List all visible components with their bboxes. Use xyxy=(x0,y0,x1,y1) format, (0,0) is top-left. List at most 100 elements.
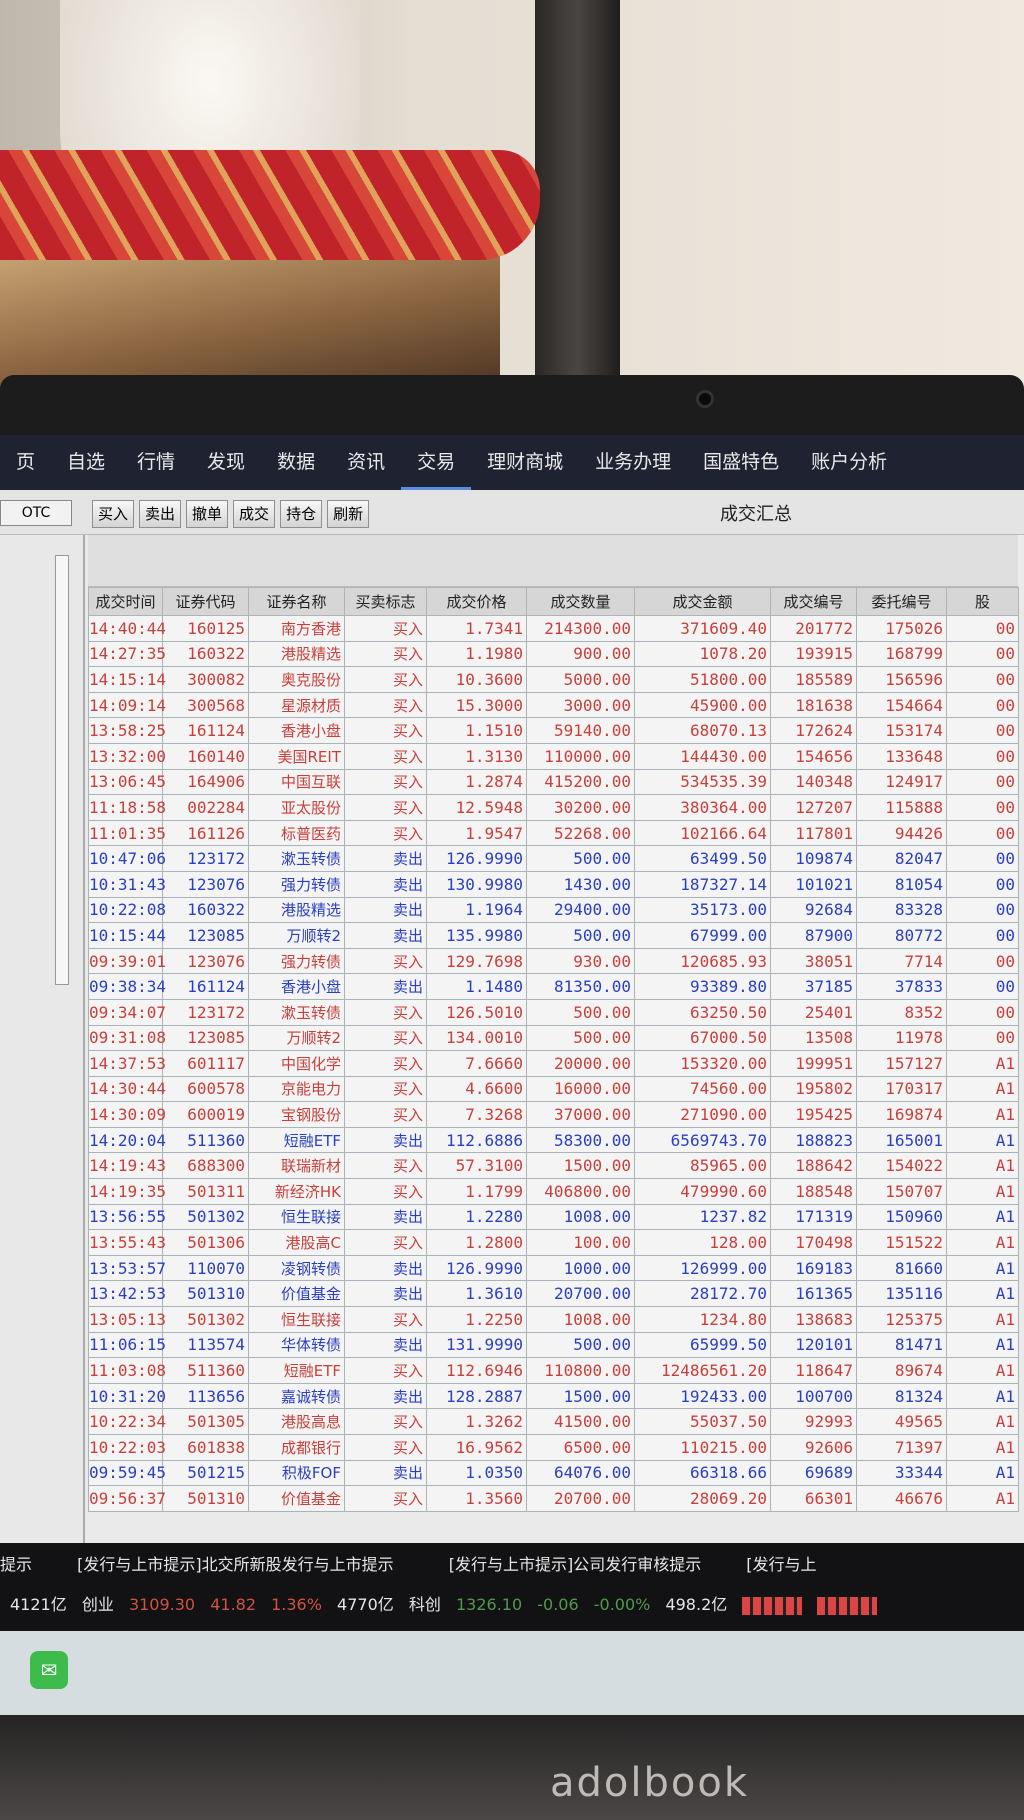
table-cell: 买入 xyxy=(344,819,427,847)
table-cell: 00 xyxy=(946,896,1019,924)
table-cell: 154022 xyxy=(856,1152,947,1180)
wechat-icon[interactable]: ✉ xyxy=(30,1651,68,1689)
news-item[interactable]: [发行与上市提示]公司发行审核提示 xyxy=(448,1555,702,1574)
column-header[interactable]: 成交价格 xyxy=(426,587,527,616)
table-row[interactable]: 14:15:14 300082 奥克股份 买入 10.3600 5000.00 51800.… xyxy=(88,666,1019,693)
table-row[interactable]: 11:01:35 161126 标普医药 买入 1.9547 52268.00 102166… xyxy=(88,819,1019,847)
table-cell: 109874 xyxy=(770,845,857,872)
table-cell: A1 xyxy=(946,1408,1019,1435)
table-row[interactable]: 10:31:20 113656 嘉诚转债 卖出 128.2887 1500.00 19243… xyxy=(88,1382,1019,1410)
column-header[interactable]: 成交金额 xyxy=(634,587,771,616)
column-header[interactable]: 股 xyxy=(946,587,1019,616)
otc-button[interactable]: OTC xyxy=(0,500,72,526)
toolbar-button[interactable]: 卖出 xyxy=(139,500,182,528)
toolbar-button[interactable]: 刷新 xyxy=(327,500,370,528)
table-row[interactable]: 09:38:34 161124 香港小盘 卖出 1.1480 81350.00 93389.… xyxy=(88,973,1019,1000)
nav-item[interactable]: 页 xyxy=(16,451,36,473)
news-item[interactable]: [发行与上 xyxy=(746,1555,817,1574)
column-header[interactable]: 成交时间 xyxy=(88,587,163,616)
table-row[interactable]: 10:22:34 501305 港股高息 买入 1.3262 41500.00 55037.… xyxy=(88,1408,1019,1435)
column-header[interactable]: 委托编号 xyxy=(856,587,947,616)
table-cell: 京能电力 xyxy=(248,1075,345,1103)
table-row[interactable]: 10:22:08 160322 港股精选 卖出 1.1964 29400.00 35173.… xyxy=(88,896,1019,924)
table-cell: 38051 xyxy=(770,947,857,975)
table-row[interactable]: 10:47:06 123172 漱玉转债 卖出 126.9990 500.00 63499.… xyxy=(88,845,1019,872)
nav-item[interactable]: 账户分析 xyxy=(811,451,888,473)
table-row[interactable]: 10:22:03 601838 成都银行 买入 16.9562 6500.00 110215… xyxy=(88,1434,1019,1461)
table-row[interactable]: 14:20:04 511360 短融ETF 卖出 112.6886 58300.00 656… xyxy=(88,1126,1019,1154)
column-header[interactable]: 成交编号 xyxy=(770,587,857,616)
table-row[interactable]: 10:31:43 123076 强力转债 卖出 130.9980 1430.00 18732… xyxy=(88,870,1019,898)
news-item[interactable]: 提示 xyxy=(0,1555,33,1574)
table-cell: 164906 xyxy=(162,768,249,796)
table-row[interactable]: 11:03:08 511360 短融ETF 买入 112.6946 110800.00 12… xyxy=(88,1357,1019,1384)
table-cell: 10:22:08 xyxy=(88,896,166,924)
table-cell: 16.9562 xyxy=(426,1434,527,1461)
table-row[interactable]: 14:27:35 160322 港股精选 买入 1.1980 900.00 1078.20 1… xyxy=(88,640,1019,668)
nav-item[interactable]: 业务办理 xyxy=(595,451,672,473)
table-row[interactable]: 10:15:44 123085 万顺转2 卖出 135.9980 500.00 67999.… xyxy=(88,922,1019,949)
screen: 页自选 行情 发现 数据 资讯 交易 理财商城 业务办理 国盛特色 账户分析 OTC 买入 卖出 撤单… xyxy=(0,435,1024,1715)
table-row[interactable]: 13:05:13 501302 恒生联接 买入 1.2250 1008.00 1234.80… xyxy=(88,1306,1019,1333)
table-cell: 香港小盘 xyxy=(248,973,345,1000)
nav-item[interactable]: 发现 xyxy=(207,451,246,473)
table-row[interactable]: 13:32:00 160140 美国REIT 买入 1.3130 110000.00 144… xyxy=(88,742,1019,770)
table-row[interactable]: 09:34:07 123172 漱玉转债 买入 126.5010 500.00 63250.… xyxy=(88,998,1019,1026)
news-item[interactable]: [发行与上市提示]北交所新股发行与上市提示 xyxy=(77,1555,394,1574)
table-row[interactable]: 13:56:55 501302 恒生联接 卖出 1.2280 1008.00 1237.82… xyxy=(88,1203,1019,1231)
column-header[interactable]: 买卖标志 xyxy=(344,587,427,616)
table-row[interactable]: 09:31:08 123085 万顺转2 买入 134.0010 500.00 67000.… xyxy=(88,1024,1019,1052)
table-cell: 13:06:45 xyxy=(88,768,166,796)
table-cell: 1.7341 xyxy=(426,615,527,642)
table-cell: 卖出 xyxy=(344,870,427,898)
table-row[interactable]: 13:06:45 164906 中国互联 买入 1.2874 415200.00 53453… xyxy=(88,768,1019,796)
table-row[interactable]: 09:59:45 501215 积极FOF 卖出 1.0350 64076.00 66318… xyxy=(88,1459,1019,1487)
table-cell: 80772 xyxy=(856,922,947,949)
table-row[interactable]: 13:53:57 110070 凌钢转债 卖出 126.9990 1000.00 12699… xyxy=(88,1254,1019,1282)
table-row[interactable]: 14:30:44 600578 京能电力 买入 4.6600 16000.00 74560.… xyxy=(88,1075,1019,1103)
table-cell: 157127 xyxy=(856,1050,947,1077)
column-header[interactable]: 成交数量 xyxy=(526,587,635,616)
table-cell: 300082 xyxy=(162,666,249,693)
table-cell: 144430.00 xyxy=(634,742,771,770)
table-cell: 标普医药 xyxy=(248,819,345,847)
nav-item[interactable]: 自选 xyxy=(67,451,106,473)
table-row[interactable]: 13:42:53 501310 价值基金 卖出 1.3610 20700.00 28172.… xyxy=(88,1280,1019,1308)
table-row[interactable]: 13:58:25 161124 香港小盘 买入 1.1510 59140.00 68070.… xyxy=(88,717,1019,744)
table-cell: 1.2800 xyxy=(426,1229,527,1256)
table-cell: 联瑞新材 xyxy=(248,1152,345,1180)
nav-item[interactable]: 资讯 xyxy=(347,451,386,473)
table-row[interactable]: 14:30:09 600019 宝钢股份 买入 7.3268 37000.00 271090… xyxy=(88,1101,1019,1128)
taskbar: ✉ xyxy=(0,1631,1024,1715)
toolbar-button[interactable]: 买入 xyxy=(92,500,135,528)
table-cell: 11:03:08 xyxy=(88,1357,166,1384)
table-row[interactable]: 09:56:37 501310 价值基金 买入 1.3560 20700.00 28069.… xyxy=(88,1485,1019,1512)
table-cell: 买入 xyxy=(344,1075,427,1103)
table-row[interactable]: 14:19:35 501311 新经济HK 买入 1.1799 406800.00 4799… xyxy=(88,1178,1019,1205)
table-cell: 130.9980 xyxy=(426,870,527,898)
nav-item[interactable]: 交易 xyxy=(401,435,472,490)
table-row[interactable]: 14:09:14 300568 星源材质 买入 15.3000 3000.00 45900.… xyxy=(88,691,1019,719)
table-row[interactable]: 11:18:58 002284 亚太股份 买入 12.5948 30200.00 38036… xyxy=(88,794,1019,821)
table-row[interactable]: 14:37:53 601117 中国化学 买入 7.6660 20000.00 153320… xyxy=(88,1050,1019,1077)
column-header[interactable]: 证券名称 xyxy=(248,587,345,616)
column-header[interactable]: 证券代码 xyxy=(162,587,249,616)
table-cell: 14:20:04 xyxy=(88,1126,166,1154)
table-row[interactable]: 13:55:43 501306 港股高C 买入 1.2800 100.00 128.00 17… xyxy=(88,1229,1019,1256)
table-row[interactable]: 14:19:43 688300 联瑞新材 买入 57.3100 1500.00 85965.… xyxy=(88,1152,1019,1180)
toolbar-button[interactable]: 持仓 xyxy=(280,500,323,528)
toolbar-button[interactable]: 撤单 xyxy=(186,500,229,528)
table-row[interactable]: 09:39:01 123076 强力转债 买入 129.7698 930.00 120685… xyxy=(88,947,1019,975)
table-cell: 126.9990 xyxy=(426,845,527,872)
nav-item[interactable]: 理财商城 xyxy=(487,451,564,473)
nav-item[interactable]: 国盛特色 xyxy=(703,451,780,473)
nav-item[interactable]: 行情 xyxy=(137,451,176,473)
table-cell: 126.5010 xyxy=(426,998,527,1026)
toolbar-button[interactable]: 成交 xyxy=(233,500,276,528)
toolbar: OTC 买入 卖出 撤单 成交 持仓 刷新 成交汇总 xyxy=(0,490,1024,535)
table-row[interactable]: 11:06:15 113574 华体转债 卖出 131.9990 500.00 65999.… xyxy=(88,1331,1019,1359)
table-row[interactable]: 14:40:44 160125 南方香港 买入 1.7341 214300.00 37160… xyxy=(88,615,1019,642)
scrollbar[interactable] xyxy=(55,555,69,985)
nav-item[interactable]: 数据 xyxy=(277,451,316,473)
table-cell: 126999.00 xyxy=(634,1254,771,1282)
